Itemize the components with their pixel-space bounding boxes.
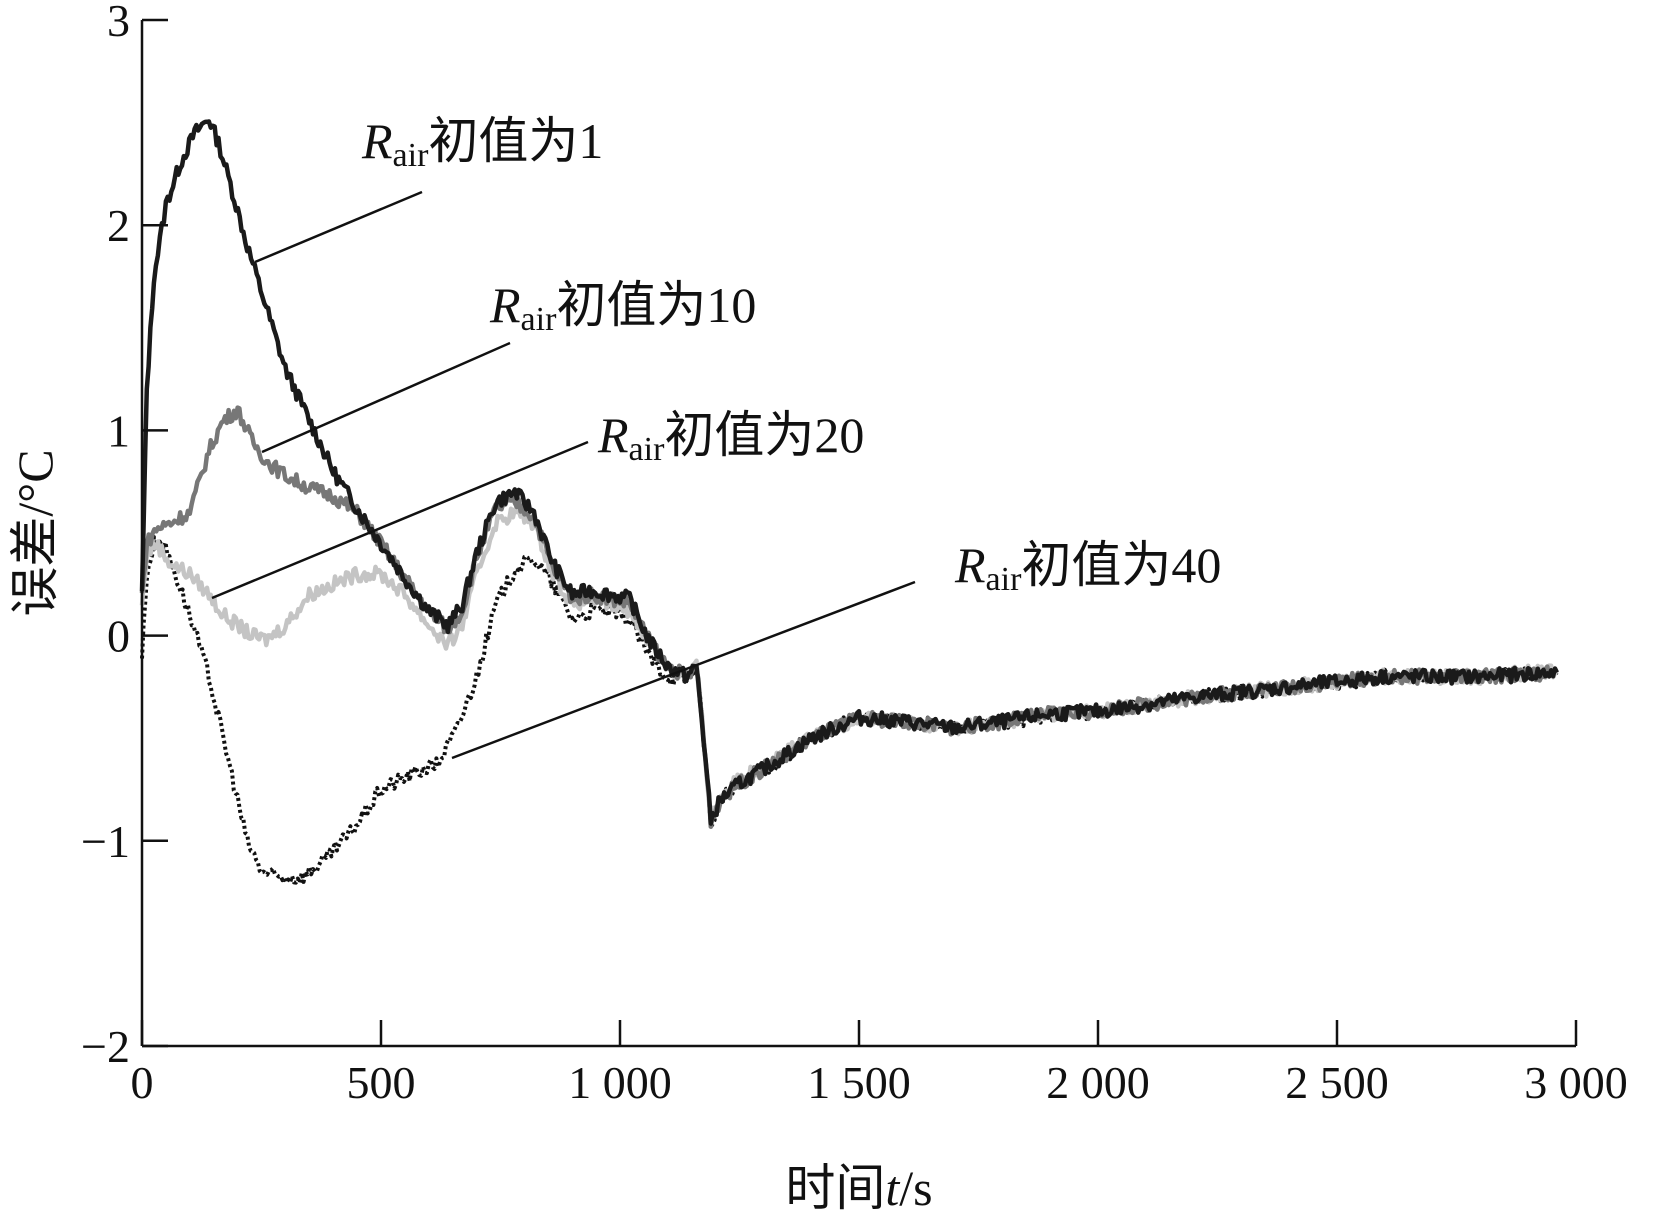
annotation-leader-20 [211, 440, 589, 600]
annotation-label-1: Rair初值为1 [361, 113, 603, 174]
x-tick-label: 2 500 [1285, 1057, 1389, 1108]
x-tick-label: 3 000 [1524, 1057, 1628, 1108]
y-tick-label: 1 [107, 405, 130, 456]
x-tick-label: 1 500 [807, 1057, 911, 1108]
y-ticks: −2 −1 0 1 2 3 [81, 0, 168, 1072]
annotation-leader-40 [451, 580, 916, 760]
x-tick-label: 1 000 [568, 1057, 672, 1108]
annotation-label-10: Rair初值为10 [489, 277, 756, 338]
series-line-1 [139, 119, 1559, 826]
annotation-label-20: Rair初值为20 [597, 407, 864, 468]
annotation-label-40: Rair初值为40 [954, 537, 1221, 598]
x-axis-title: 时间t/s [785, 1160, 932, 1216]
series-line-3 [139, 506, 1559, 821]
x-tick-label: 500 [347, 1057, 416, 1108]
annotation-layer: Rair初值为1 Rair初值为10 Rair初值为20 Rair初值为40 [211, 113, 1221, 760]
series-layer [139, 119, 1559, 885]
x-tick-label: 2 000 [1046, 1057, 1150, 1108]
y-tick-label: −1 [81, 816, 130, 867]
y-tick-label: 0 [107, 611, 130, 662]
annotation-leader-1 [254, 190, 423, 264]
series-line-2 [139, 405, 1559, 829]
series-line-4 [140, 535, 1559, 885]
y-tick-label: 3 [107, 0, 130, 46]
y-axis-title: 误差/°C [7, 449, 63, 616]
y-tick-label: −2 [81, 1021, 130, 1072]
annotation-leader-10 [261, 341, 511, 454]
x-tick-label: 0 [131, 1057, 154, 1108]
x-ticks: 0 500 1 000 1 500 2 000 2 500 3 000 [131, 1020, 1628, 1108]
y-tick-label: 2 [107, 200, 130, 251]
